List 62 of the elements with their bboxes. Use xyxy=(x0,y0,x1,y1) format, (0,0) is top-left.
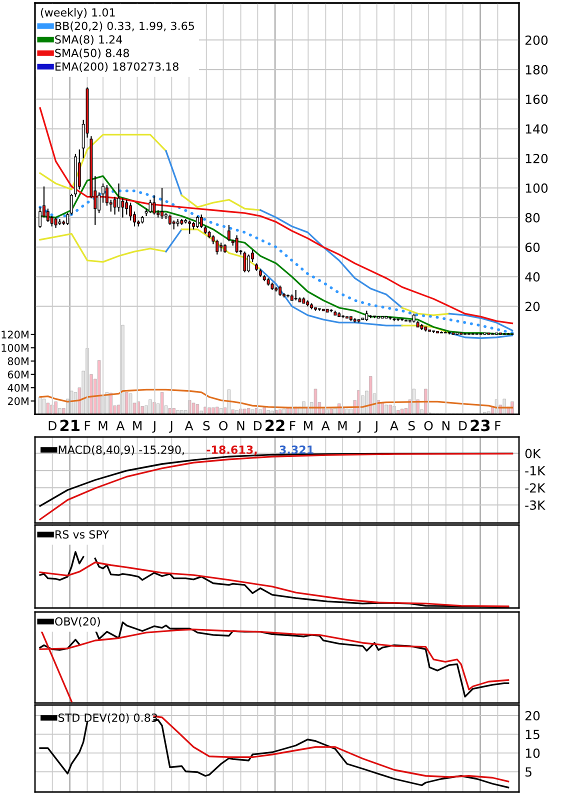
x-tick-label: D xyxy=(459,421,467,430)
y-tick-label: 160 xyxy=(526,94,548,104)
y-tick-label: 10 xyxy=(526,748,540,758)
y-tick-label: 60 xyxy=(525,242,540,252)
legend-label: SMA(8) 1.24 xyxy=(55,35,122,45)
x-tick-label: S xyxy=(408,420,415,430)
x-tick-label: 22 xyxy=(266,420,284,432)
legend-title: (weekly) 1.01 xyxy=(40,8,115,19)
x-tick-label: S xyxy=(203,420,210,430)
x-tick-label: O xyxy=(424,420,433,430)
x-tick-label: J xyxy=(169,421,172,433)
x-tick-label: D xyxy=(48,421,56,430)
y-tick-label: 100 xyxy=(526,183,548,193)
x-tick-label: J xyxy=(374,421,378,433)
y-tick-label: 5 xyxy=(526,767,532,777)
x-tick-label: A xyxy=(321,421,330,430)
x-tick-label: M xyxy=(304,421,312,430)
x-tick-label: F xyxy=(495,421,501,430)
series-label: OBV(20) xyxy=(55,617,100,627)
y-tick-label: 0K xyxy=(525,448,541,458)
y-tick-label: 120M xyxy=(2,330,28,339)
y-tick-label: -3K xyxy=(525,500,546,510)
x-tick-label: M xyxy=(338,421,347,430)
x-tick-label: 23 xyxy=(470,420,490,432)
x-tick-label: D xyxy=(254,421,262,430)
x-tick-label: J xyxy=(152,421,156,433)
x-tick-label: F xyxy=(290,421,296,430)
x-tick-label: 21 xyxy=(60,420,80,432)
y-tick-label: 20 xyxy=(525,302,540,312)
y-tick-label: 120 xyxy=(526,154,548,164)
legend-label: SMA(50) 8.48 xyxy=(55,48,130,58)
legend-label: MACD(8,40,9) -15.290, xyxy=(58,445,184,456)
y-tick-label: 20 xyxy=(525,710,540,720)
y-tick-label: 80M xyxy=(8,357,28,366)
x-tick-label: M xyxy=(98,421,108,430)
y-tick-label: 180 xyxy=(526,65,548,75)
x-tick-label: N xyxy=(442,421,450,430)
x-tick-label: M xyxy=(133,421,142,430)
x-tick-label: A xyxy=(390,421,398,430)
series-label: -18.613, xyxy=(206,446,257,456)
x-tick-label: A xyxy=(116,421,125,430)
y-tick-label: 100M xyxy=(2,344,28,352)
x-tick-label: F xyxy=(84,421,90,430)
legend-label: EMA(200) 1870273.18 xyxy=(56,62,178,72)
x-tick-label: O xyxy=(219,420,228,430)
y-tick-label: -2K xyxy=(525,483,546,492)
y-tick-label: 80 xyxy=(525,213,540,222)
x-tick-label: A xyxy=(184,421,194,430)
y-tick-label: 20M xyxy=(8,397,28,406)
x-tick-label: J xyxy=(357,421,361,433)
x-tick-label: N xyxy=(237,421,244,430)
legend-label: 3.321 xyxy=(280,446,314,454)
y-tick-label: 200 xyxy=(525,35,548,45)
legend-label: BB(20,2) 0.33, 1.99, 3.65 xyxy=(56,22,194,32)
y-tick-label: 40M xyxy=(8,384,28,392)
y-tick-label: 60M xyxy=(8,370,28,378)
y-tick-label: 140 xyxy=(526,124,548,134)
y-tick-label: 15 xyxy=(526,730,540,740)
legend-label: RS vs SPY xyxy=(56,530,109,539)
y-tick-label: -1K xyxy=(525,466,546,476)
legend-label: STD DEV(20) 0.83 xyxy=(58,713,158,724)
y-tick-label: 40 xyxy=(525,272,540,282)
